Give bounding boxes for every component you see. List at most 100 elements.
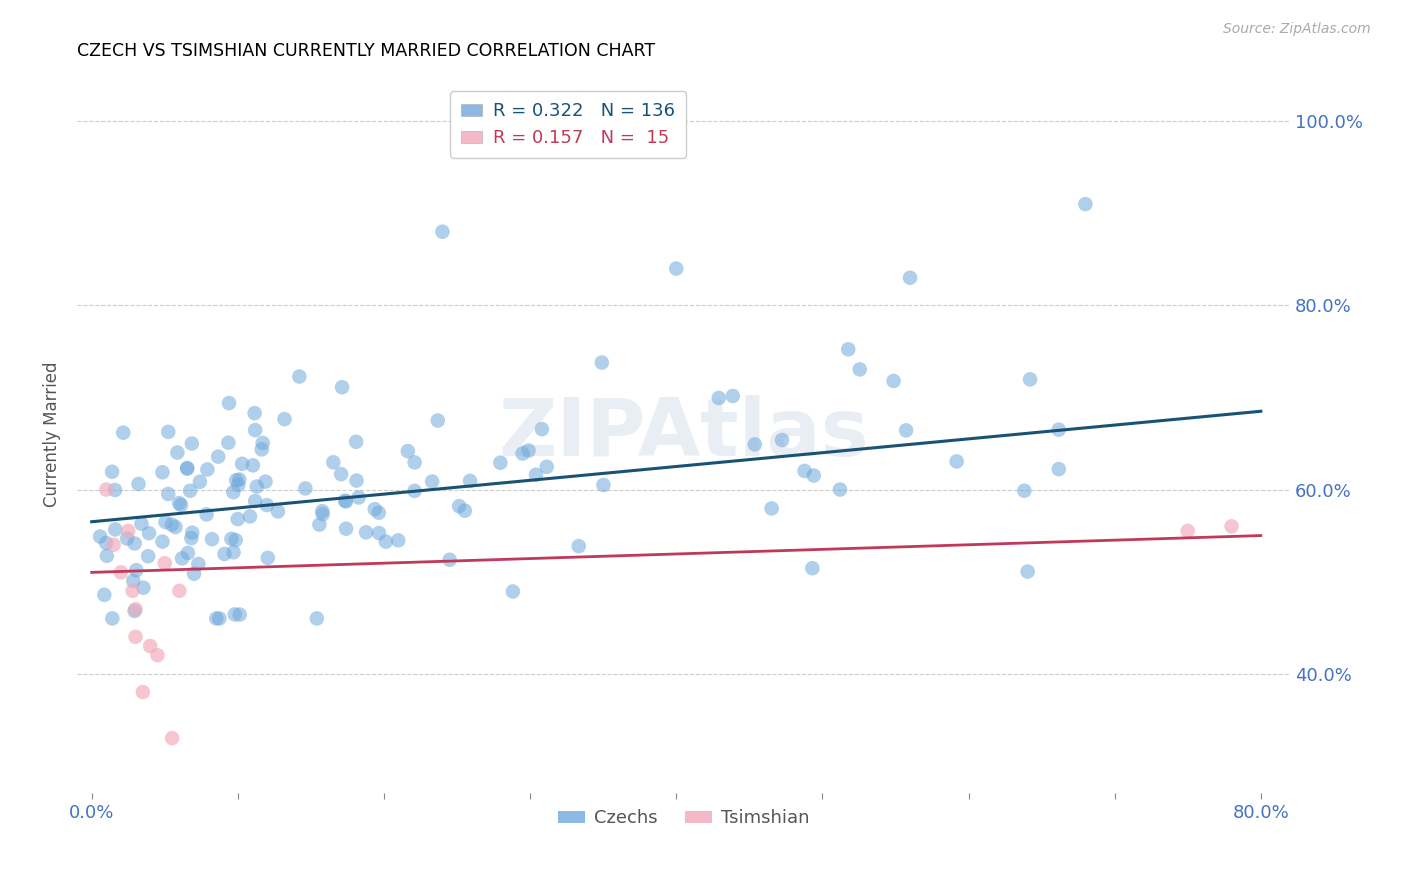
Point xyxy=(267,504,290,518)
Point xyxy=(124,604,146,618)
Point xyxy=(770,433,793,447)
Point xyxy=(214,547,236,561)
Point xyxy=(101,465,124,479)
Point xyxy=(139,639,162,653)
Point xyxy=(243,423,266,437)
Point xyxy=(364,502,387,516)
Text: ZIPAtlas: ZIPAtlas xyxy=(498,395,869,474)
Point xyxy=(201,532,224,546)
Point xyxy=(454,503,477,517)
Point xyxy=(166,445,188,459)
Point xyxy=(157,425,180,439)
Point xyxy=(226,512,249,526)
Point xyxy=(132,581,155,595)
Point xyxy=(898,270,921,285)
Point xyxy=(333,493,356,508)
Point xyxy=(793,464,815,478)
Point xyxy=(224,607,246,622)
Point xyxy=(367,506,389,520)
Point xyxy=(426,413,449,427)
Point xyxy=(322,455,344,469)
Point xyxy=(112,425,135,440)
Point xyxy=(1220,519,1243,533)
Text: Source: ZipAtlas.com: Source: ZipAtlas.com xyxy=(1223,22,1371,37)
Point xyxy=(354,525,377,540)
Point xyxy=(1074,197,1097,211)
Point xyxy=(188,475,211,489)
Point xyxy=(165,520,187,534)
Point xyxy=(250,442,273,457)
Point xyxy=(502,584,524,599)
Point xyxy=(225,533,247,548)
Point xyxy=(1177,524,1199,538)
Point xyxy=(96,549,118,563)
Point xyxy=(721,389,744,403)
Point xyxy=(449,499,471,513)
Point xyxy=(170,551,193,566)
Point xyxy=(103,538,125,552)
Point xyxy=(335,494,357,508)
Point xyxy=(347,491,370,505)
Point xyxy=(420,475,443,489)
Point xyxy=(665,261,688,276)
Point xyxy=(155,515,177,529)
Point xyxy=(246,479,269,493)
Point xyxy=(432,225,454,239)
Point xyxy=(305,611,328,625)
Point xyxy=(346,474,368,488)
Point xyxy=(170,498,193,512)
Point xyxy=(1014,483,1036,498)
Point xyxy=(160,517,183,532)
Point xyxy=(208,611,231,625)
Point xyxy=(396,444,419,458)
Point xyxy=(312,507,335,521)
Point xyxy=(152,534,174,549)
Point xyxy=(153,556,176,570)
Point xyxy=(124,602,146,616)
Point xyxy=(93,588,115,602)
Point xyxy=(945,454,967,468)
Point xyxy=(761,501,783,516)
Point xyxy=(1047,462,1070,476)
Point xyxy=(439,553,461,567)
Point xyxy=(122,574,145,588)
Point xyxy=(591,355,613,369)
Point xyxy=(169,583,191,598)
Point xyxy=(883,374,905,388)
Point xyxy=(136,549,159,564)
Point xyxy=(801,561,824,575)
Point xyxy=(243,494,266,508)
Point xyxy=(131,516,153,531)
Point xyxy=(176,461,198,475)
Point xyxy=(242,458,264,473)
Point xyxy=(489,456,512,470)
Y-axis label: Currently Married: Currently Married xyxy=(44,361,60,507)
Point xyxy=(744,437,766,451)
Point xyxy=(179,483,201,498)
Point xyxy=(205,611,228,625)
Point xyxy=(707,391,730,405)
Point xyxy=(288,369,311,384)
Point xyxy=(229,607,252,622)
Point xyxy=(404,455,426,469)
Point xyxy=(124,630,146,644)
Point xyxy=(1019,372,1042,386)
Point xyxy=(837,343,859,357)
Point xyxy=(517,443,540,458)
Point xyxy=(536,459,558,474)
Point xyxy=(256,550,278,565)
Point xyxy=(226,478,249,492)
Point xyxy=(252,436,274,450)
Point xyxy=(368,526,391,541)
Point xyxy=(180,436,202,450)
Point xyxy=(96,483,118,497)
Point xyxy=(1017,565,1039,579)
Point xyxy=(803,468,825,483)
Point xyxy=(225,473,247,487)
Point xyxy=(222,545,245,559)
Point xyxy=(592,478,614,492)
Point xyxy=(222,485,245,500)
Point xyxy=(254,475,277,489)
Point xyxy=(374,534,396,549)
Point xyxy=(256,498,278,512)
